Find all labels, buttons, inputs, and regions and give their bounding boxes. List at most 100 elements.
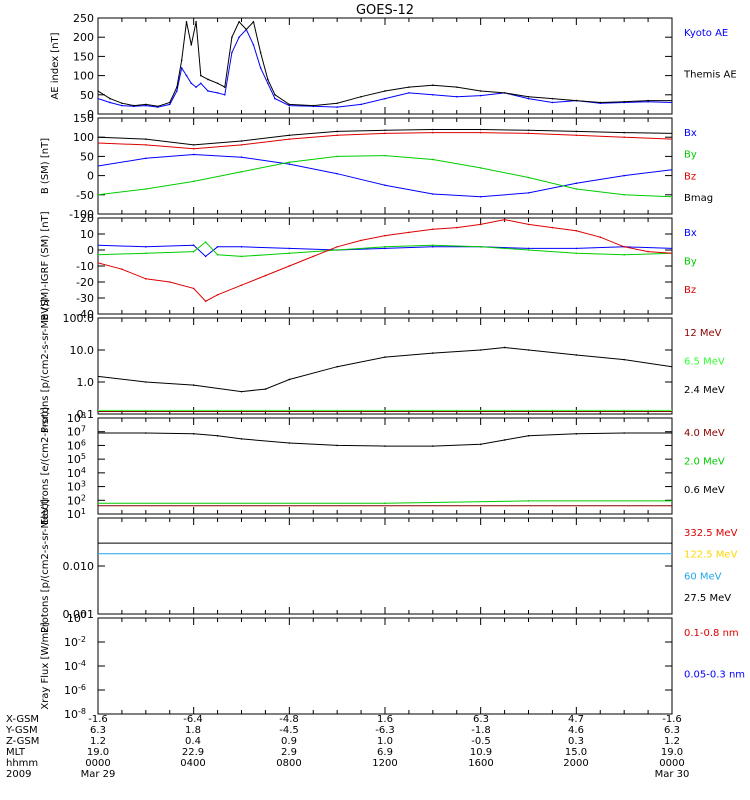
y-tick-label: 103 — [67, 480, 86, 494]
data-point — [527, 249, 530, 251]
data-point — [384, 129, 386, 132]
panel-frame — [97, 17, 673, 115]
data-point — [216, 435, 219, 437]
data-point — [623, 358, 625, 361]
y-tick-label: -40 — [76, 308, 94, 321]
y-tick-label: 102 — [67, 493, 86, 507]
y-tick-label: 0 — [87, 170, 94, 183]
y-axis-label: Protons [p/(cm2-s-sr-MeV)] — [40, 299, 51, 433]
footer-cell: -1.6 — [88, 714, 108, 725]
footer-cell: -4.5 — [279, 725, 299, 736]
footer-cell: 1600 — [468, 758, 493, 769]
series-group — [98, 346, 672, 413]
data-point — [204, 255, 207, 258]
data-point — [336, 134, 338, 137]
data-point — [360, 239, 362, 242]
panel-2: -100 -50 0 50 100 150 B (SM) [nT] Bx By Bz Bmag — [40, 112, 713, 221]
data-point — [408, 231, 410, 234]
data-point — [98, 194, 99, 196]
panel-1: 0 50 100 150 200 250 AE index [nT] Kyoto AE Them… — [50, 12, 737, 121]
data-point — [288, 161, 291, 163]
data-point — [384, 247, 386, 250]
data-point — [360, 95, 362, 98]
data-point — [503, 346, 506, 349]
data-point — [455, 86, 458, 88]
data-point — [336, 155, 338, 158]
y-axis-label: Protons [p/(cm2-s-sr-MeV)] — [40, 499, 51, 633]
series-line — [98, 20, 672, 107]
data-point — [575, 188, 578, 190]
data-point — [575, 130, 578, 133]
data-point — [145, 157, 147, 160]
data-point — [671, 132, 672, 135]
footer-cell: 2.9 — [281, 747, 297, 758]
data-point — [267, 82, 269, 85]
data-point — [503, 218, 506, 221]
data-point — [240, 390, 243, 393]
data-point — [336, 130, 338, 133]
legend-label: By — [684, 150, 697, 161]
y-tick-label: 10-2 — [64, 635, 86, 649]
data-point — [176, 90, 178, 92]
data-point — [216, 246, 219, 248]
data-point — [240, 246, 243, 248]
y-axis-label: Electrons [e/(cm2-s-sr)] — [40, 407, 51, 525]
data-point — [432, 246, 434, 248]
data-point — [599, 236, 602, 238]
data-point — [133, 104, 135, 107]
legend-label: Bmag — [684, 193, 713, 204]
panel-4: 0.1 1.0 10.0 100.0 Protons [p/(cm2-s-sr-MeV)… — [40, 299, 725, 433]
data-point — [527, 95, 530, 98]
legend-label: 6.5 MeV — [684, 357, 725, 368]
data-point — [575, 230, 578, 232]
data-point — [384, 97, 386, 100]
data-point — [623, 254, 625, 256]
data-point — [623, 174, 625, 177]
y-tick-label: 0 — [87, 244, 94, 257]
data-point — [231, 36, 233, 38]
data-point — [192, 153, 195, 156]
data-point — [288, 138, 291, 140]
y-tick-label: 100 — [73, 70, 94, 83]
footer-cell: 0.4 — [185, 736, 201, 747]
footer-cell: 6.3 — [473, 714, 489, 725]
data-point — [200, 74, 202, 77]
data-point — [238, 21, 240, 23]
y-tick-label: 108 — [67, 411, 86, 425]
legend-label: Bz — [684, 171, 696, 182]
data-point — [479, 94, 482, 97]
data-point — [145, 278, 147, 280]
data-point — [432, 128, 434, 131]
data-point — [259, 51, 262, 54]
data-point — [479, 223, 482, 226]
data-point — [109, 101, 111, 104]
y-tick-label: 10-6 — [64, 683, 86, 697]
data-point — [240, 140, 243, 142]
y-tick-label: -50 — [76, 189, 94, 202]
data-point — [479, 246, 482, 248]
y-tick-label: 10 — [80, 228, 94, 241]
data-point — [168, 281, 171, 283]
y-tick-label: 20 — [80, 212, 94, 225]
data-point — [647, 100, 649, 103]
data-point — [98, 432, 99, 434]
legend-label: Bx — [684, 228, 697, 239]
data-point — [551, 97, 554, 100]
data-point — [671, 195, 672, 198]
data-point — [264, 274, 267, 277]
data-point — [109, 97, 111, 100]
legend-label: 27.5 MeV — [684, 593, 731, 604]
data-point — [527, 97, 530, 100]
footer-row-label: MLT — [6, 747, 26, 758]
data-point — [623, 131, 625, 134]
data-point — [479, 90, 482, 92]
data-point — [384, 356, 386, 358]
data-point — [432, 228, 434, 230]
data-point — [527, 223, 530, 226]
legend-label: Bx — [684, 128, 697, 139]
y-axis-label: B (SM)-IGRF (SM) [nT] — [40, 211, 51, 320]
data-point — [432, 84, 434, 86]
data-point — [479, 443, 482, 446]
data-point — [455, 95, 458, 98]
data-point — [98, 502, 99, 505]
